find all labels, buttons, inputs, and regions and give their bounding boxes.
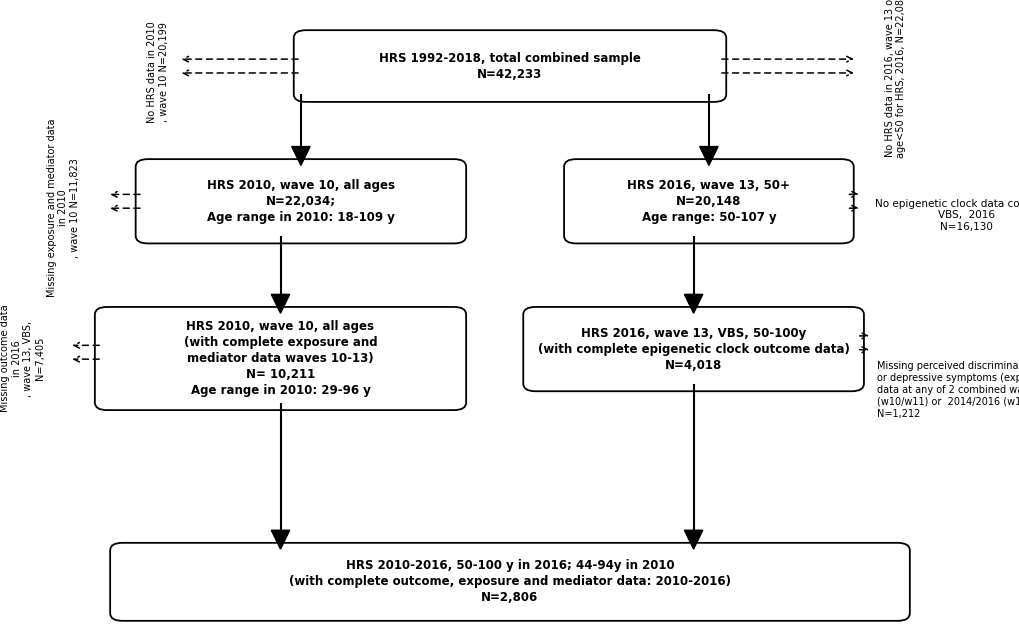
FancyArrow shape — [271, 530, 289, 549]
Text: HRS 2010, wave 10, all ages
(with complete exposure and
mediator data waves 10-1: HRS 2010, wave 10, all ages (with comple… — [183, 320, 377, 397]
FancyBboxPatch shape — [95, 307, 466, 410]
Text: Missing perceived discrimination (exposure)
or depressive symptoms (exposure and: Missing perceived discrimination (exposu… — [876, 361, 1019, 419]
FancyArrow shape — [291, 147, 310, 165]
FancyBboxPatch shape — [110, 543, 909, 621]
FancyBboxPatch shape — [136, 159, 466, 243]
FancyBboxPatch shape — [564, 159, 853, 243]
FancyArrow shape — [684, 530, 702, 549]
Text: HRS 2016, wave 13, VBS, 50-100y
(with complete epigenetic clock outcome data)
N=: HRS 2016, wave 13, VBS, 50-100y (with co… — [537, 326, 849, 372]
Text: HRS 2010-2016, 50-100 y in 2016; 44-94y in 2010
(with complete outcome, exposure: HRS 2010-2016, 50-100 y in 2016; 44-94y … — [288, 559, 731, 604]
Text: No HRS data in 2010
, wave 10 N=20,199: No HRS data in 2010 , wave 10 N=20,199 — [147, 21, 169, 123]
Text: Missing outcome data
in 2016
, wave 13, VBS,
N=7,405: Missing outcome data in 2016 , wave 13, … — [0, 304, 45, 413]
FancyArrow shape — [684, 294, 702, 313]
FancyArrow shape — [271, 294, 289, 313]
Text: HRS 2010, wave 10, all ages
N=22,034;
Age range in 2010: 18-109 y: HRS 2010, wave 10, all ages N=22,034; Ag… — [207, 179, 394, 224]
Text: HRS 2016, wave 13, 50+
N=20,148
Age range: 50-107 y: HRS 2016, wave 13, 50+ N=20,148 Age rang… — [627, 179, 790, 224]
Text: No epigenetic clock data collected,
VBS,  2016
N=16,130: No epigenetic clock data collected, VBS,… — [874, 199, 1019, 231]
FancyBboxPatch shape — [523, 307, 863, 391]
FancyArrow shape — [699, 147, 717, 165]
Text: No HRS data in 2016, wave 13 or
age<50 for HRS, 2016, N=22,085: No HRS data in 2016, wave 13 or age<50 f… — [883, 0, 906, 158]
Text: Missing exposure and mediator data
in 2010
, wave 10 N=11,823: Missing exposure and mediator data in 20… — [47, 118, 79, 297]
FancyBboxPatch shape — [293, 30, 726, 102]
Text: HRS 1992-2018, total combined sample
N=42,233: HRS 1992-2018, total combined sample N=4… — [379, 52, 640, 81]
